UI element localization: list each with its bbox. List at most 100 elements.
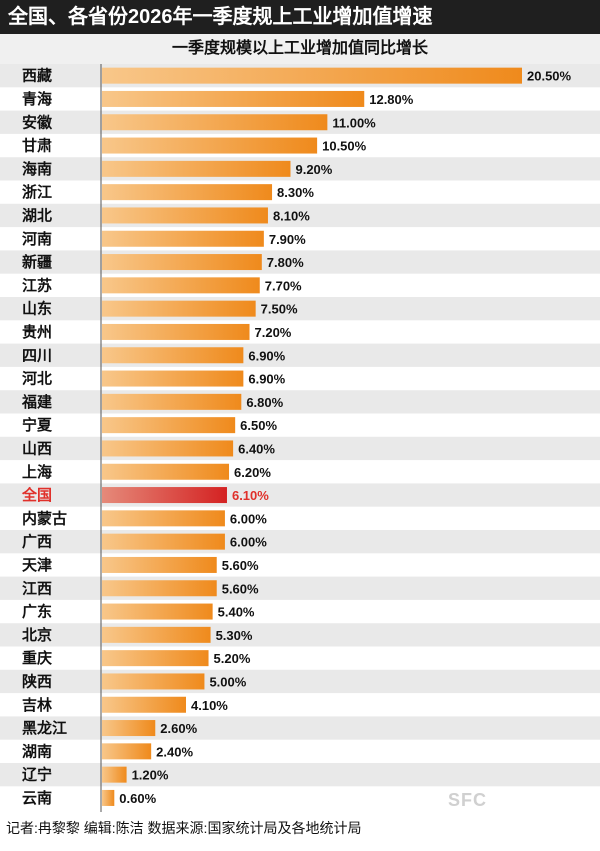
row-stripe (0, 576, 600, 600)
bar (102, 789, 115, 806)
category-label: 云南 (22, 789, 52, 807)
value-label: 7.80% (267, 255, 304, 270)
category-label: 湖北 (22, 207, 52, 224)
category-label: 贵州 (22, 323, 52, 341)
category-label: 山东 (22, 300, 52, 318)
value-label: 8.10% (273, 208, 310, 223)
bar (102, 417, 236, 434)
value-label: 6.90% (248, 348, 285, 363)
category-label: 海南 (22, 160, 52, 178)
category-label: 青海 (22, 90, 52, 108)
bar (102, 556, 217, 573)
value-label: 2.40% (156, 744, 193, 759)
bar (102, 137, 318, 154)
category-label: 内蒙古 (22, 509, 67, 527)
bar-highlight (102, 487, 227, 504)
bar (102, 160, 291, 177)
category-label: 重庆 (22, 649, 52, 667)
category-label: 山西 (22, 440, 52, 457)
category-label: 辽宁 (22, 766, 52, 784)
row-stripe (0, 390, 600, 414)
value-label: 10.50% (322, 139, 367, 154)
value-label: 2.60% (160, 721, 197, 736)
category-label: 全国 (21, 486, 52, 504)
bar (102, 696, 186, 713)
value-label: 5.30% (216, 628, 253, 643)
value-label: 6.20% (234, 465, 271, 480)
footer-credits: 记者:冉黎黎 编辑:陈洁 数据来源:国家统计局及各地统计局 (6, 820, 362, 836)
value-label: 6.00% (230, 511, 267, 526)
value-label: 9.20% (295, 162, 332, 177)
bar (102, 114, 328, 131)
value-label: 6.80% (246, 395, 283, 410)
category-label: 江西 (22, 579, 52, 597)
bar (102, 347, 244, 364)
bar (102, 393, 242, 410)
category-label: 新疆 (22, 253, 52, 271)
value-label: 7.90% (269, 232, 306, 247)
bar (102, 207, 268, 224)
value-label: 0.60% (119, 791, 156, 806)
bar (102, 766, 127, 783)
bar (102, 90, 365, 107)
value-label: 20.50% (527, 69, 572, 84)
row-stripe (0, 763, 600, 787)
category-label: 河北 (22, 370, 52, 388)
bar (102, 463, 230, 480)
value-label: 7.50% (261, 302, 298, 317)
category-label: 四川 (22, 347, 52, 364)
bar (102, 650, 209, 667)
value-label: 5.40% (218, 605, 255, 620)
bar (102, 67, 522, 84)
value-label: 6.00% (230, 535, 267, 550)
bar (102, 323, 250, 340)
category-label: 甘肃 (22, 137, 52, 155)
category-label: 西藏 (22, 67, 52, 85)
bar (102, 580, 217, 597)
category-label: 安徽 (22, 113, 53, 131)
category-label: 河南 (22, 230, 52, 248)
value-label: 5.60% (222, 581, 259, 596)
bar (102, 603, 213, 620)
bar (102, 300, 256, 317)
row-stripe (0, 343, 600, 367)
value-label: 5.20% (214, 651, 251, 666)
value-label: 6.40% (238, 441, 275, 456)
category-label: 宁夏 (22, 416, 53, 434)
value-label: 12.80% (369, 92, 414, 107)
category-label: 吉林 (22, 696, 53, 714)
category-label: 福建 (21, 393, 53, 411)
value-label: 11.00% (332, 115, 376, 130)
bar (102, 626, 211, 643)
bar (102, 230, 264, 247)
bar (102, 184, 273, 201)
category-label: 上海 (22, 463, 52, 481)
value-label: 6.50% (240, 418, 277, 433)
bar (102, 370, 244, 387)
category-label: 江苏 (22, 276, 52, 294)
bar (102, 533, 225, 550)
row-stripe (0, 623, 600, 647)
row-stripe (0, 483, 600, 507)
category-label: 湖南 (22, 742, 52, 760)
value-label: 7.20% (255, 325, 292, 340)
bar-chart: 西藏 20.50% 青海 12.80% 安徽 11.00% 甘肃 10.50% 海南 9.20% 浙… (0, 64, 600, 812)
value-label: 1.20% (132, 768, 169, 783)
bar (102, 277, 260, 294)
category-label: 北京 (22, 626, 52, 644)
category-label: 广东 (22, 603, 52, 621)
bar (102, 510, 225, 527)
row-stripe (0, 530, 600, 554)
row-stripe (0, 436, 600, 461)
bar (102, 254, 262, 271)
row-stripe (0, 669, 600, 694)
bar (102, 743, 152, 760)
chart-subtitle: 一季度规模以上工业增加值同比增长 (0, 34, 600, 64)
value-label: 5.00% (209, 674, 246, 689)
bar (102, 673, 205, 690)
row-stripe (0, 297, 600, 321)
category-label: 天津 (22, 556, 52, 574)
page-title: 全国、各省份2026年一季度规上工业增加值增速 (0, 0, 600, 34)
category-label: 陕西 (22, 672, 52, 690)
value-label: 6.90% (248, 372, 285, 387)
